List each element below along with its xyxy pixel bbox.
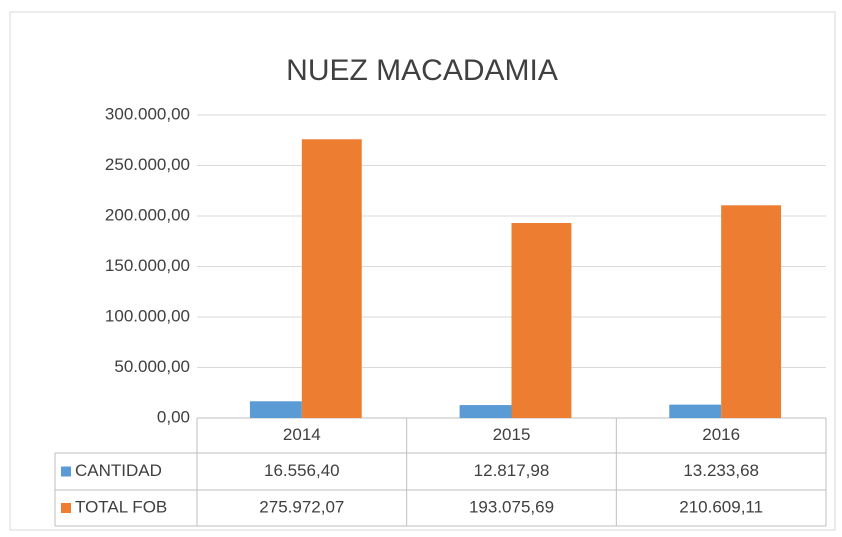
table-cell: 193.075,69 <box>469 497 554 516</box>
y-tick-label: 250.000,00 <box>105 155 190 174</box>
y-tick-label: 0,00 <box>157 407 190 426</box>
bar <box>721 205 782 418</box>
chart-title: NUEZ MACADAMIA <box>286 54 558 87</box>
bar <box>511 222 572 418</box>
table-cell: 16.556,40 <box>264 461 340 480</box>
table-cell: 275.972,07 <box>259 497 344 516</box>
y-tick-label: 100.000,00 <box>105 306 190 325</box>
x-tick-label: 2014 <box>283 425 321 444</box>
bar <box>249 401 302 418</box>
bar <box>459 405 512 418</box>
table-cell: 12.817,98 <box>474 461 550 480</box>
legend-key <box>61 466 71 477</box>
bar <box>669 404 722 418</box>
y-tick-label: 50.000,00 <box>114 357 190 376</box>
y-tick-label: 300.000,00 <box>105 104 190 123</box>
table-cell: 13.233,68 <box>683 461 759 480</box>
y-tick-label: 200.000,00 <box>105 205 190 224</box>
chart-border <box>9 11 836 531</box>
legend-key <box>61 503 71 513</box>
x-tick-label: 2015 <box>493 425 531 444</box>
x-tick-label: 2016 <box>702 425 740 444</box>
table-cell: 210.609,11 <box>679 497 763 516</box>
bar <box>301 139 362 419</box>
legend-label: CANTIDAD <box>75 461 162 480</box>
legend-label: TOTAL FOB <box>75 497 167 516</box>
y-tick-label: 150.000,00 <box>105 256 190 275</box>
